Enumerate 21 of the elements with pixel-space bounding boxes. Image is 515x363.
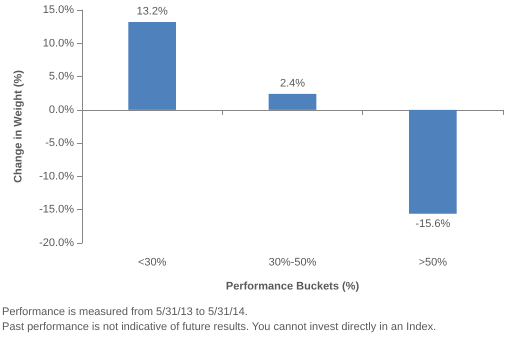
y-tick-label: 0.0% [48,104,74,116]
y-axis-title: Change in Weight (%) [12,70,24,183]
x-tick-label: <30% [138,256,167,268]
bar [128,22,176,110]
data-label: -15.6% [415,218,450,230]
x-tick-label: >50% [418,256,448,268]
y-tick-label: -20.0% [39,237,74,249]
bar [268,94,316,110]
text: Performance is measured from 5/31/13 to 5/31/14. [2,306,248,318]
bar [408,110,457,214]
data-label: 2.4% [280,77,306,90]
y-tick-label: -10.0% [39,170,74,182]
data-label: 13.2% [136,5,168,18]
y-tick-label: -5.0% [45,137,74,150]
y-tick-label: -15.0% [39,204,74,216]
y-tick-label: 15.0% [42,4,74,16]
x-axis-title: Performance Buckets (%) [226,280,360,292]
y-tick-label: 5.0% [48,70,74,83]
y-tick-label: 10.0% [42,37,74,50]
text: Past performance is not indicative of future results. You cannot invest directly in an Index. [2,321,436,333]
x-tick-label: 30%-50% [268,256,317,268]
